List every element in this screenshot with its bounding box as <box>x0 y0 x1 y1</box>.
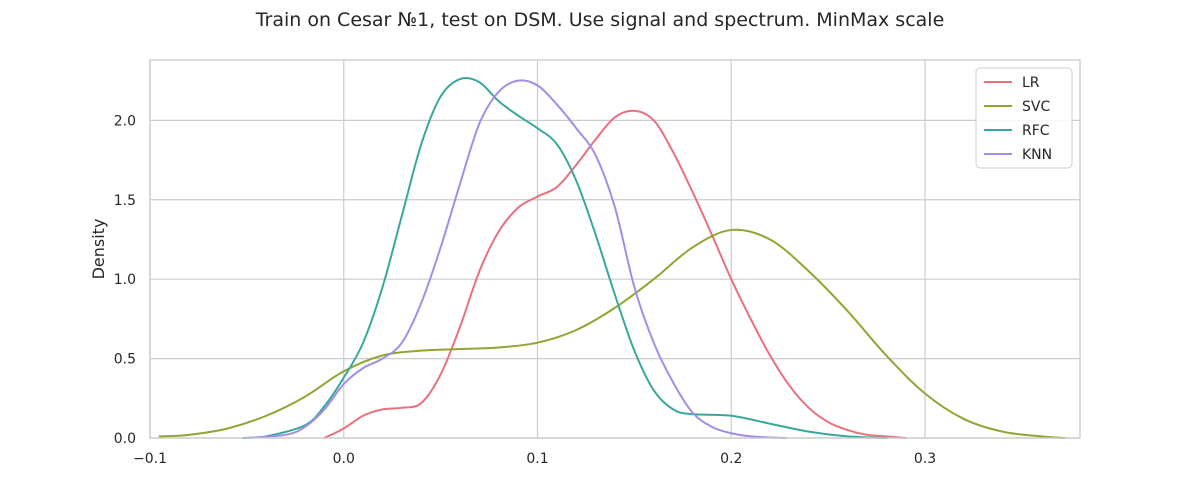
y-tick-label: 0.5 <box>114 352 136 368</box>
legend: LR SVC RFC KNN <box>975 67 1073 169</box>
y-tick-label: 1.0 <box>114 272 136 288</box>
y-tick-label: 2.0 <box>114 113 136 129</box>
series-line-svc <box>158 228 1066 439</box>
chart-title: Train on Cesar №1, test on DSM. Use sign… <box>255 9 945 31</box>
y-tick-label: 0.0 <box>114 431 136 447</box>
legend-label-rfc: RFC <box>1022 123 1050 139</box>
legend-label-svc: SVC <box>1022 99 1050 115</box>
x-tick-label: 0.1 <box>526 451 548 467</box>
x-tick-label: 0.2 <box>720 451 742 467</box>
legend-label-knn: KNN <box>1022 147 1052 163</box>
y-axis-label: Density <box>89 219 108 280</box>
x-tick-label: 0.0 <box>333 451 355 467</box>
x-tick-label: −0.1 <box>133 451 167 467</box>
series-lines <box>158 77 1066 439</box>
legend-box <box>975 67 1073 169</box>
series-line-rfc <box>242 77 888 439</box>
tick-labels: −0.1 0.0 0.1 0.2 0.3 0.0 0.5 1.0 1.5 2.0 <box>114 113 936 467</box>
series-line-lr <box>323 109 907 439</box>
plot-frame <box>149 59 1081 439</box>
series-line-knn <box>245 79 787 439</box>
y-tick-label: 1.5 <box>114 193 136 209</box>
legend-label-lr: LR <box>1022 75 1040 91</box>
x-tick-label: 0.3 <box>914 451 936 467</box>
